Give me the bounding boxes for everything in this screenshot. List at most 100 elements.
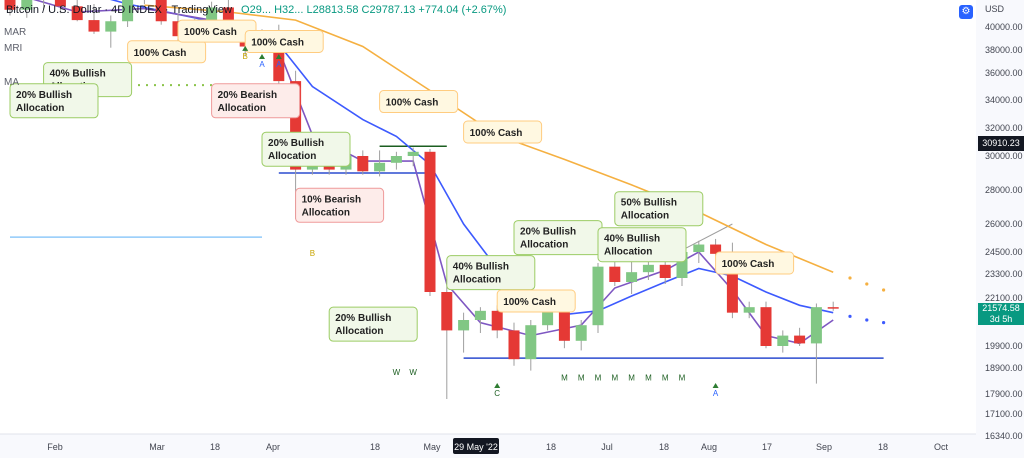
indicator-label-mar: MAR bbox=[4, 27, 27, 38]
signal-arrow-icon bbox=[712, 383, 719, 388]
candle-body bbox=[676, 252, 688, 278]
annotation-box bbox=[261, 131, 351, 167]
price-axis-tick-label: 38000.00 bbox=[985, 45, 1023, 55]
signal-marker: M bbox=[561, 373, 568, 382]
signal-marker: A bbox=[259, 60, 265, 69]
settings-badge-icon[interactable]: ⚙ bbox=[959, 5, 973, 19]
price-axis-tick-label: 17900.00 bbox=[985, 389, 1023, 399]
indicator-label-mri: MRI bbox=[4, 43, 23, 54]
price-axis-tick-label: 34000.00 bbox=[985, 95, 1023, 105]
signal-arrow-icon bbox=[259, 53, 265, 59]
annotation-box bbox=[9, 83, 99, 119]
price-axis-tick-label: 17100.00 bbox=[985, 409, 1023, 419]
signal-arrow-icon bbox=[275, 53, 282, 59]
signal-marker: A bbox=[276, 60, 282, 69]
annotation-label: Allocation bbox=[218, 103, 266, 114]
projection-dot bbox=[848, 276, 852, 280]
annotation-label: Allocation bbox=[16, 103, 64, 114]
time-axis-tick-label: 18 bbox=[210, 442, 220, 452]
candle-body bbox=[21, 0, 33, 10]
symbol-title: Bitcoin / U.S. Dollar · 4D INDEX · Tradi… bbox=[6, 4, 232, 16]
annotation-box bbox=[244, 29, 324, 53]
candle-body bbox=[441, 292, 453, 331]
projection-dot bbox=[848, 314, 852, 318]
candle-body bbox=[105, 21, 117, 32]
crosshair-date-label: 29 May '22 bbox=[454, 442, 498, 452]
annotation-label: 40% Bullish bbox=[604, 234, 660, 245]
price-axis-tick-label: 18900.00 bbox=[985, 363, 1023, 373]
candle-body bbox=[71, 6, 83, 21]
candle-body bbox=[760, 307, 772, 346]
candle-body bbox=[54, 0, 66, 7]
annotation-label: 20% Bullish bbox=[335, 313, 391, 324]
candle-body bbox=[810, 307, 822, 344]
signal-marker: W bbox=[393, 368, 401, 377]
signal-marker: B bbox=[243, 52, 248, 61]
candle-body bbox=[491, 310, 503, 331]
time-axis-tick-label: 18 bbox=[878, 442, 888, 452]
candle-body bbox=[592, 266, 604, 326]
chart-header: Bitcoin / U.S. Dollar · 4D INDEX · Tradi… bbox=[6, 4, 506, 16]
annotation-label: 20% Bearish bbox=[218, 90, 277, 101]
projection-dot bbox=[882, 321, 886, 325]
annotation-label: 20% Bullish bbox=[16, 90, 72, 101]
candle-body bbox=[558, 309, 570, 341]
candle-body bbox=[390, 156, 402, 163]
annotation-label: Allocation bbox=[604, 247, 652, 258]
price-axis-tick-label: 23300.00 bbox=[985, 269, 1023, 279]
price-axis-tick-label: 30000.00 bbox=[985, 151, 1023, 161]
candle-body bbox=[794, 335, 806, 344]
indicator-label-ma: MA bbox=[4, 77, 19, 88]
candle-body bbox=[122, 0, 134, 22]
current-price-value: 21574.58 bbox=[982, 303, 1020, 313]
annotation-box bbox=[379, 90, 459, 114]
time-axis-tick-label: May bbox=[423, 442, 441, 452]
candle-body bbox=[458, 320, 470, 331]
annotation-box bbox=[211, 83, 301, 119]
time-axis-tick-label: 18 bbox=[370, 442, 380, 452]
annotation-label: 40% Bullish bbox=[50, 69, 106, 80]
annotation-label: Allocation bbox=[453, 275, 501, 286]
time-axis-tick-label: Oct bbox=[934, 442, 949, 452]
candle-body bbox=[726, 253, 738, 313]
candle-body bbox=[659, 264, 671, 278]
annotation-label: 100% Cash bbox=[184, 27, 237, 38]
time-axis-tick-label: Feb bbox=[47, 442, 63, 452]
annotation-box bbox=[295, 187, 385, 223]
annotation-box bbox=[463, 120, 543, 144]
signal-marker: M bbox=[679, 373, 686, 382]
price-axis-tick-label: 36000.00 bbox=[985, 68, 1023, 78]
signal-marker: M bbox=[611, 373, 618, 382]
candle-body bbox=[357, 156, 369, 172]
ohlc-readout: O29... H32... L28813.58 C29787.13 +774.0… bbox=[241, 4, 507, 16]
annotation-label: 50% Bullish bbox=[621, 198, 677, 209]
annotation-box bbox=[715, 251, 795, 275]
candle-body bbox=[542, 309, 554, 326]
price-axis-tick-label: 24500.00 bbox=[985, 247, 1023, 257]
candle-body bbox=[777, 335, 789, 346]
candle-body bbox=[206, 7, 218, 29]
annotation-label: Allocation bbox=[268, 151, 316, 162]
plot-background bbox=[0, 0, 976, 434]
crosshair-date-box bbox=[453, 438, 499, 454]
price-axis-background bbox=[976, 0, 1024, 458]
annotation-label: Allocation bbox=[621, 211, 669, 222]
signal-marker: C bbox=[494, 389, 500, 398]
annotation-box bbox=[496, 289, 576, 313]
price-axis-tick-label: 22100.00 bbox=[985, 293, 1023, 303]
candle-body bbox=[88, 20, 100, 32]
annotation-label: Allocation bbox=[520, 240, 568, 251]
time-axis-tick-label: Aug bbox=[701, 442, 717, 452]
projection-dot bbox=[882, 288, 886, 292]
bar-countdown: 3d 5h bbox=[989, 314, 1013, 324]
candle-body bbox=[290, 81, 302, 170]
candle-body bbox=[525, 325, 537, 360]
time-axis-tick-label: 18 bbox=[546, 442, 556, 452]
annotation-box bbox=[597, 227, 687, 263]
candle-body bbox=[4, 0, 16, 10]
time-axis-tick-label: Mar bbox=[149, 442, 165, 452]
candle-body bbox=[710, 244, 722, 254]
projection-dot bbox=[865, 282, 869, 286]
